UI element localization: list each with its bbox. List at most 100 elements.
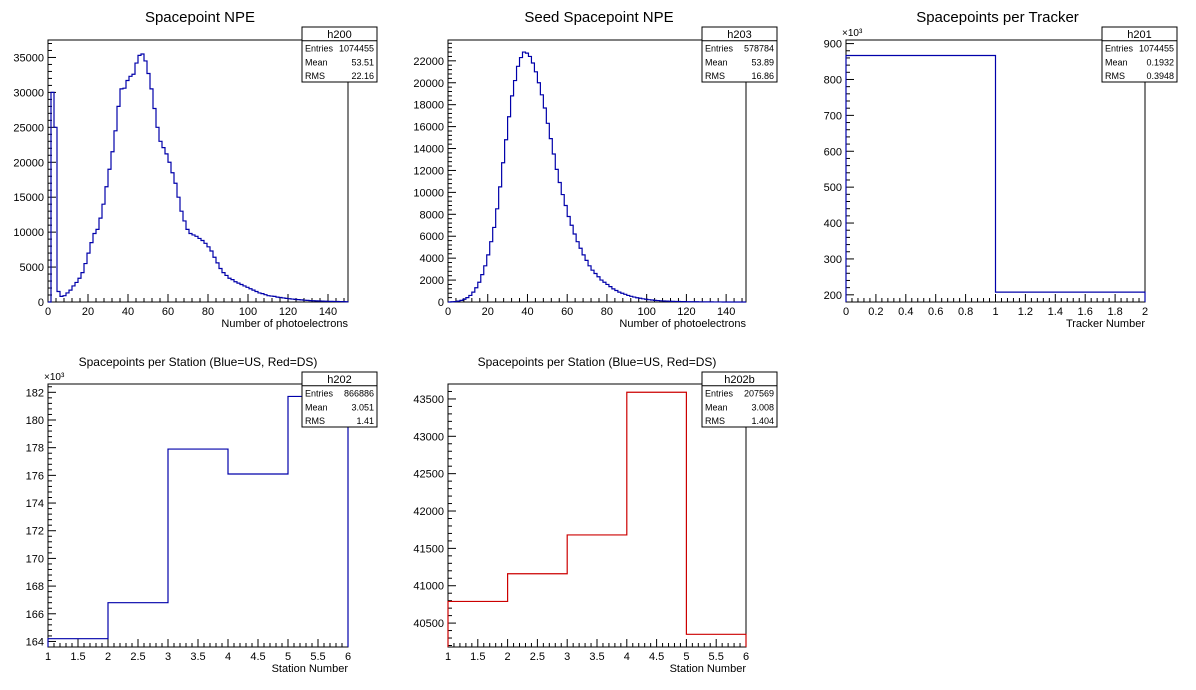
stats-histogram-name: h202 [327, 374, 351, 386]
stats-value-rms: 22.16 [351, 71, 374, 81]
x-tick-label: 140 [319, 306, 337, 318]
x-tick-label: 2.5 [130, 651, 145, 663]
x-tick-label: 4 [225, 651, 231, 663]
histogram-panel-h202: Spacepoints per Station (Blue=US, Red=DS… [26, 355, 378, 675]
histogram-line [47, 395, 349, 647]
y-tick-label: 200 [824, 290, 842, 302]
stats-value-mean: 53.89 [751, 57, 774, 67]
x-tick-label: 60 [162, 306, 174, 318]
stats-box-frame [701, 371, 778, 428]
x-tick-label: 3.5 [190, 651, 205, 663]
x-tick-label: 100 [239, 306, 257, 318]
x-tick-label: 3.5 [589, 651, 604, 663]
x-tick-label: 4.5 [649, 651, 664, 663]
x-tick-label: 60 [561, 306, 573, 318]
stats-label-mean: Mean [1105, 57, 1128, 67]
y-tick-label: 180 [26, 415, 44, 427]
y-tick-label: 300 [824, 254, 842, 266]
stats-value-mean: 3.008 [751, 402, 774, 412]
y-tick-label: 41500 [413, 543, 444, 555]
x-tick-label: 0 [843, 306, 849, 318]
y-tick-label: 18000 [413, 100, 444, 112]
y-tick-label: 41000 [413, 581, 444, 593]
chart-title: Spacepoints per Station (Blue=US, Red=DS… [79, 355, 318, 369]
stats-box: h201 Entries 1074455 Mean 0.1932 RMS 0.3948 [1101, 26, 1178, 83]
x-tick-label: 3 [165, 651, 171, 663]
stats-label-rms: RMS [305, 416, 325, 426]
y-tick-label: 6000 [420, 231, 444, 243]
stats-histogram-name: h203 [727, 29, 751, 41]
y-tick-label: 25000 [13, 122, 44, 134]
y-exponent-label: ×10³ [842, 28, 863, 39]
histogram-panel-h200: Spacepoint NPE 0 20 40 60 80 100 120 140 0 5000 100… [13, 9, 378, 330]
stats-label-entries: Entries [305, 389, 334, 399]
chart-title: Seed Spacepoint NPE [524, 9, 673, 26]
y-tick-label: 176 [26, 470, 44, 482]
histogram-panel-h203: Seed Spacepoint NPE 0 20 40 60 80 100 120 140 0 20… [413, 9, 778, 330]
stats-box: h202b Entries 207569 Mean 3.008 RMS 1.404 [701, 371, 778, 428]
x-tick-label: 1.5 [70, 651, 85, 663]
y-tick-label: 15000 [13, 192, 44, 204]
x-tick-label: 100 [637, 306, 655, 318]
x-tick-label: 120 [677, 306, 695, 318]
stats-histogram-name: h202b [724, 374, 755, 386]
plot-frame [447, 39, 747, 303]
y-tick-label: 174 [26, 498, 44, 510]
stats-label-mean: Mean [705, 402, 728, 412]
y-tick-label: 400 [824, 218, 842, 230]
x-tick-label: 2 [105, 651, 111, 663]
stats-histogram-name: h201 [1127, 29, 1151, 41]
chart-title: Spacepoints per Station (Blue=US, Red=DS… [478, 355, 717, 369]
x-tick-label: 4.5 [250, 651, 265, 663]
x-tick-label: 5 [683, 651, 689, 663]
x-tick-label: 2 [1142, 306, 1148, 318]
stats-box: h203 Entries 578784 Mean 53.89 RMS 16.86 [701, 26, 778, 83]
y-tick-label: 42500 [413, 469, 444, 481]
y-tick-label: 166 [26, 609, 44, 621]
x-tick-label: 0.2 [868, 306, 883, 318]
y-tick-label: 22000 [413, 56, 444, 68]
x-tick-label: 4 [624, 651, 630, 663]
stats-label-rms: RMS [705, 71, 725, 81]
x-tick-label: 20 [82, 306, 94, 318]
y-tick-label: 164 [26, 636, 44, 648]
y-tick-label: 35000 [13, 52, 44, 64]
stats-label-mean: Mean [305, 402, 328, 412]
x-tick-label: 6 [345, 651, 351, 663]
x-tick-label: 0 [45, 306, 51, 318]
y-tick-label: 2000 [420, 275, 444, 287]
stats-value-rms: 1.404 [751, 416, 774, 426]
x-tick-label: 1.6 [1078, 306, 1093, 318]
y-tick-label: 43000 [413, 431, 444, 443]
x-tick-label: 1.5 [470, 651, 485, 663]
chart-title: Spacepoint NPE [145, 9, 255, 26]
stats-label-mean: Mean [705, 57, 728, 67]
stats-value-rms: 16.86 [751, 71, 774, 81]
stats-label-mean: Mean [305, 57, 328, 67]
stats-value-rms: 0.3948 [1146, 71, 1174, 81]
y-tick-label: 5000 [20, 262, 44, 274]
x-tick-label: 120 [279, 306, 297, 318]
stats-label-entries: Entries [705, 44, 734, 54]
x-tick-label: 5.5 [709, 651, 724, 663]
histogram-line [447, 391, 747, 647]
stats-value-rms: 1.41 [356, 416, 374, 426]
stats-box-frame [301, 26, 378, 83]
stats-histogram-name: h200 [327, 29, 351, 41]
x-tick-label: 3 [564, 651, 570, 663]
stats-value-entries: 207569 [744, 389, 774, 399]
plot-frame [47, 39, 349, 303]
x-tick-label: 40 [521, 306, 533, 318]
histogram-panel-h202b: Spacepoints per Station (Blue=US, Red=DS… [413, 355, 778, 675]
y-tick-label: 800 [824, 74, 842, 86]
x-tick-label: 1 [45, 651, 51, 663]
x-tick-label: 6 [743, 651, 749, 663]
y-tick-label: 16000 [413, 122, 444, 134]
x-axis-label: Number of photoelectrons [619, 318, 746, 330]
stats-value-entries: 866886 [344, 389, 374, 399]
x-tick-label: 0.4 [898, 306, 913, 318]
x-tick-label: 0.8 [958, 306, 973, 318]
x-axis-label: Station Number [670, 663, 747, 675]
x-tick-label: 40 [122, 306, 134, 318]
